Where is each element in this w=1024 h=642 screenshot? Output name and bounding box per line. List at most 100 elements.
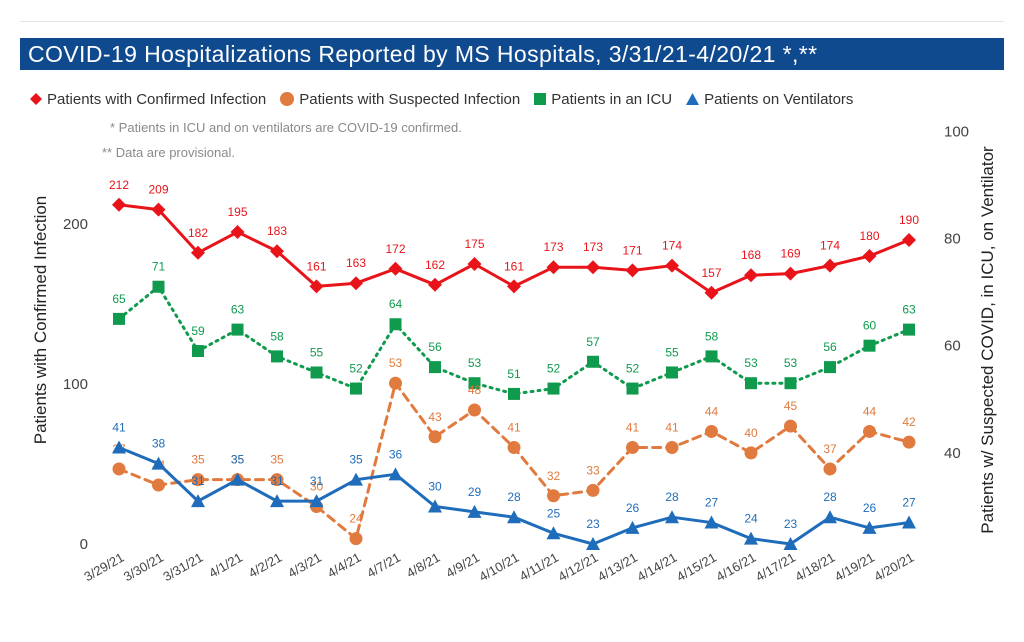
data-point-circle: [112, 462, 126, 476]
legend-label: Patients with Confirmed Infection: [47, 90, 267, 108]
data-point-diamond: [902, 233, 916, 247]
data-label: 172: [385, 242, 405, 256]
legend-label: Patients on Ventilators: [704, 90, 854, 108]
data-label: 42: [902, 415, 916, 429]
data-point-triangle: [744, 531, 758, 545]
data-point-triangle: [546, 526, 561, 540]
data-point-diamond: [230, 225, 245, 239]
legend-label: Patients with Suspected Infection: [299, 90, 521, 108]
x-tick-label: 3/31/21: [160, 550, 205, 585]
footnote-icu: * Patients in ICU and on ventilators are…: [110, 120, 462, 135]
data-point-circle: [784, 419, 797, 433]
data-point-square: [350, 382, 362, 395]
data-point-triangle: [625, 520, 640, 534]
data-label: 41: [507, 421, 521, 435]
data-point-triangle: [230, 472, 245, 486]
data-point-diamond: [428, 277, 442, 292]
data-point-circle: [270, 473, 284, 487]
data-label: 35: [231, 453, 245, 467]
data-point-circle: [547, 489, 560, 503]
data-point-circle: [152, 478, 165, 492]
data-label: 45: [784, 399, 798, 413]
y-tick-label: 200: [63, 216, 88, 233]
data-label: 212: [109, 178, 129, 192]
data-label: 55: [665, 345, 679, 359]
data-label: 30: [310, 479, 324, 493]
data-point-square: [745, 377, 757, 390]
data-point-triangle: [467, 504, 482, 518]
data-point-diamond: [665, 258, 679, 273]
data-label: 52: [547, 362, 561, 376]
data-point-circle: [705, 424, 718, 438]
data-point-diamond: [467, 257, 482, 271]
data-point-circle: [349, 532, 363, 546]
data-point-triangle: [586, 537, 600, 550]
data-label: 36: [389, 447, 403, 461]
data-label: 175: [464, 237, 484, 251]
data-label: 35: [270, 453, 284, 467]
legend-item-icu[interactable]: Patients in an ICU: [534, 91, 672, 108]
data-label: 183: [267, 224, 287, 238]
data-label: 157: [701, 266, 721, 280]
data-point-triangle: [902, 515, 916, 529]
triangle-marker-icon: [686, 93, 700, 105]
data-point-square: [666, 366, 678, 379]
data-point-circle: [744, 446, 758, 460]
data-label: 180: [859, 229, 879, 243]
data-point-triangle: [704, 515, 719, 529]
data-label: 168: [741, 248, 761, 262]
y2-tick-label: 40: [944, 445, 961, 462]
data-point-diamond: [309, 279, 324, 294]
data-label: 35: [349, 453, 363, 467]
x-tick-label: 4/8/21: [404, 550, 443, 581]
data-label: 26: [863, 501, 877, 515]
data-label: 40: [744, 426, 758, 440]
data-label: 27: [705, 496, 719, 510]
y2-tick-label: 80: [944, 230, 961, 247]
data-label: 23: [586, 517, 600, 531]
data-point-square: [192, 345, 204, 358]
data-point-square: [231, 323, 244, 336]
data-label: 57: [586, 335, 600, 349]
data-point-triangle: [665, 510, 679, 524]
data-label: 55: [310, 345, 324, 359]
data-point-triangle: [270, 494, 284, 508]
x-tick-label: 4/10/21: [476, 550, 521, 585]
data-label: 60: [863, 319, 877, 333]
data-label: 53: [744, 356, 758, 370]
data-label: 169: [780, 247, 800, 261]
data-label: 174: [820, 239, 840, 253]
data-point-diamond: [625, 263, 640, 278]
data-point-square: [547, 382, 560, 395]
data-point-triangle: [349, 472, 363, 486]
y-tick-label: 0: [80, 536, 88, 553]
data-label: 28: [823, 490, 837, 504]
data-label: 56: [428, 340, 442, 354]
data-label: 44: [863, 404, 877, 418]
data-label: 41: [665, 421, 679, 435]
x-tick-label: 4/18/21: [792, 550, 837, 585]
data-label: 209: [148, 183, 168, 197]
x-tick-label: 4/14/21: [634, 550, 679, 585]
legend-item-ventilators[interactable]: Patients on Ventilators: [686, 91, 853, 108]
data-label: 190: [899, 213, 919, 227]
y-axis-title: Patients with Confirmed Infection: [31, 196, 50, 445]
data-point-square: [310, 366, 323, 379]
data-point-diamond: [704, 285, 719, 300]
data-point-square: [824, 361, 836, 374]
data-label: 33: [586, 463, 600, 477]
data-label: 63: [231, 303, 245, 317]
legend-item-confirmed[interactable]: Patients with Confirmed Infection: [30, 91, 266, 108]
data-label: 171: [622, 243, 642, 257]
x-tick-label: 4/2/21: [246, 550, 285, 581]
top-divider: [20, 21, 1004, 22]
x-tick-label: 3/30/21: [121, 550, 166, 585]
data-point-diamond: [862, 249, 877, 263]
data-label: 24: [349, 512, 363, 526]
data-point-diamond: [112, 197, 126, 212]
legend-item-suspected[interactable]: Patients with Suspected Infection: [280, 91, 520, 108]
x-tick-label: 4/7/21: [364, 550, 403, 581]
data-label: 31: [191, 474, 205, 488]
data-label: 63: [902, 303, 916, 317]
